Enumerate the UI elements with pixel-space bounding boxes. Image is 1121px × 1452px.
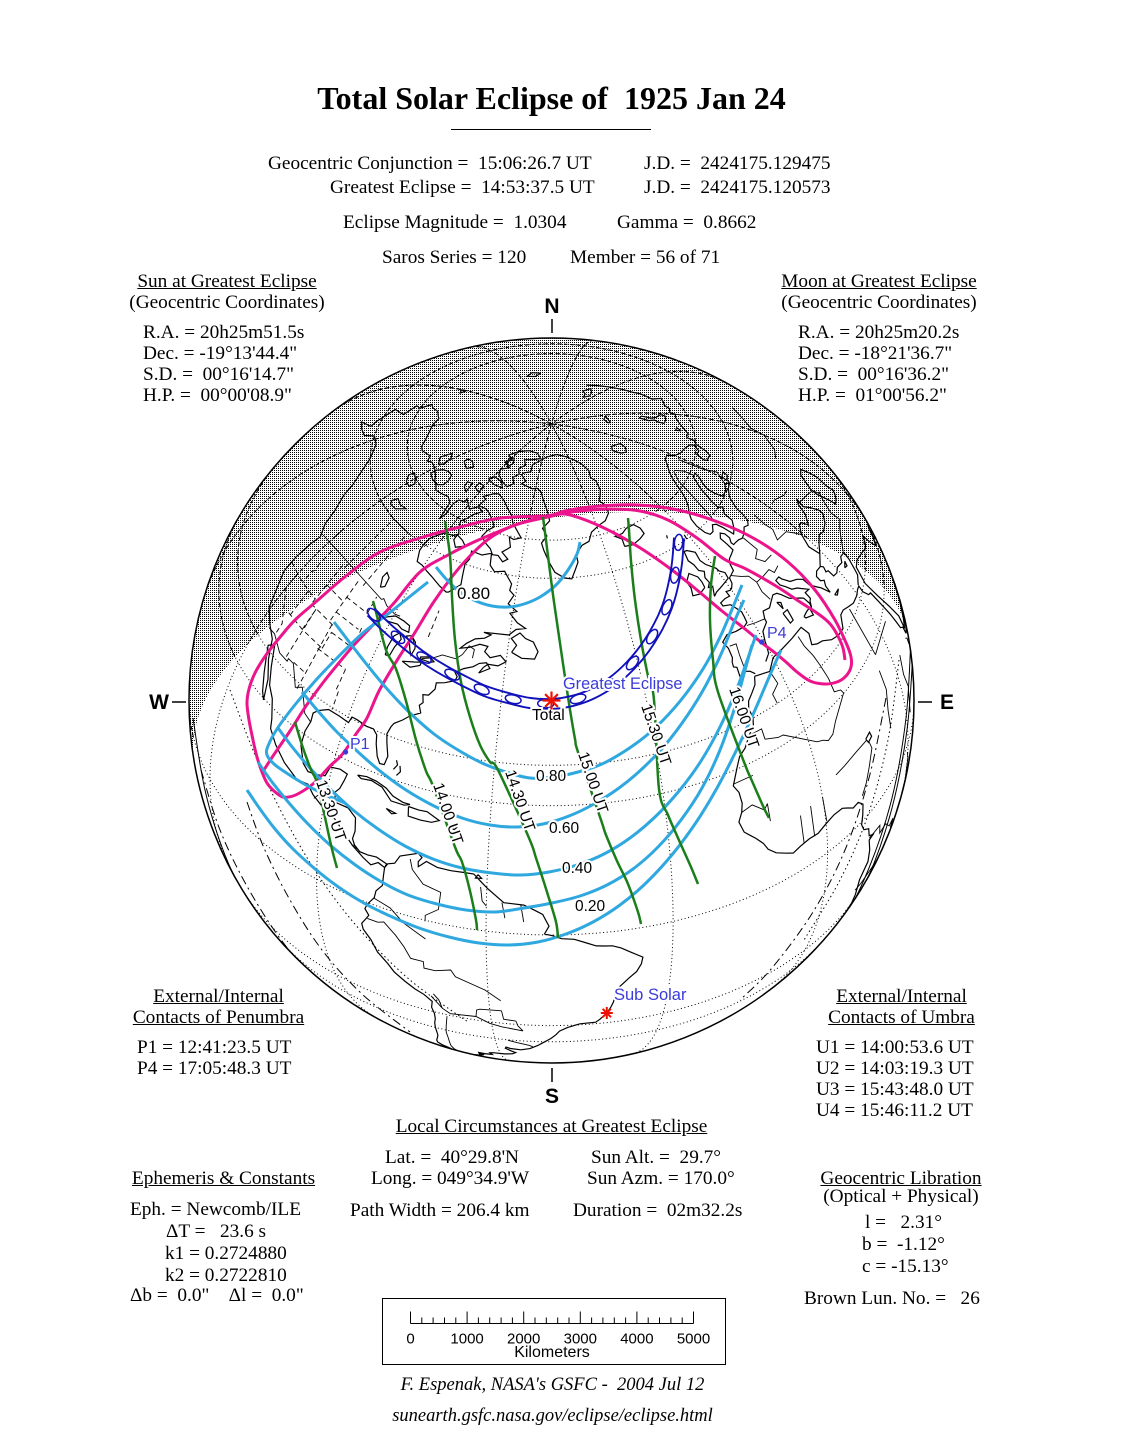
svg-text:P1: P1 xyxy=(350,736,370,753)
svg-text:0.20: 0.20 xyxy=(575,898,606,915)
svg-text:N: N xyxy=(544,295,559,318)
svg-text:P4: P4 xyxy=(767,625,787,642)
svg-text:0.40: 0.40 xyxy=(562,860,593,877)
svg-text:1000: 1000 xyxy=(450,1331,483,1348)
svg-text:Kilometers: Kilometers xyxy=(514,1344,590,1361)
svg-text:Sub Solar: Sub Solar xyxy=(614,986,687,1004)
svg-text:S: S xyxy=(545,1085,559,1108)
svg-text:Greatest Eclipse: Greatest Eclipse xyxy=(563,675,682,693)
svg-text:0.60: 0.60 xyxy=(549,820,580,837)
svg-text:W: W xyxy=(149,691,169,714)
svg-text:0: 0 xyxy=(406,1331,414,1348)
svg-text:0.80: 0.80 xyxy=(536,768,567,785)
svg-text:Total: Total xyxy=(532,707,565,724)
svg-text:4000: 4000 xyxy=(620,1331,653,1348)
svg-text:5000: 5000 xyxy=(677,1331,710,1348)
svg-text:2000: 2000 xyxy=(507,1331,540,1348)
svg-text:3000: 3000 xyxy=(564,1331,597,1348)
svg-text:E: E xyxy=(940,691,954,714)
svg-text:0.80: 0.80 xyxy=(457,584,490,603)
